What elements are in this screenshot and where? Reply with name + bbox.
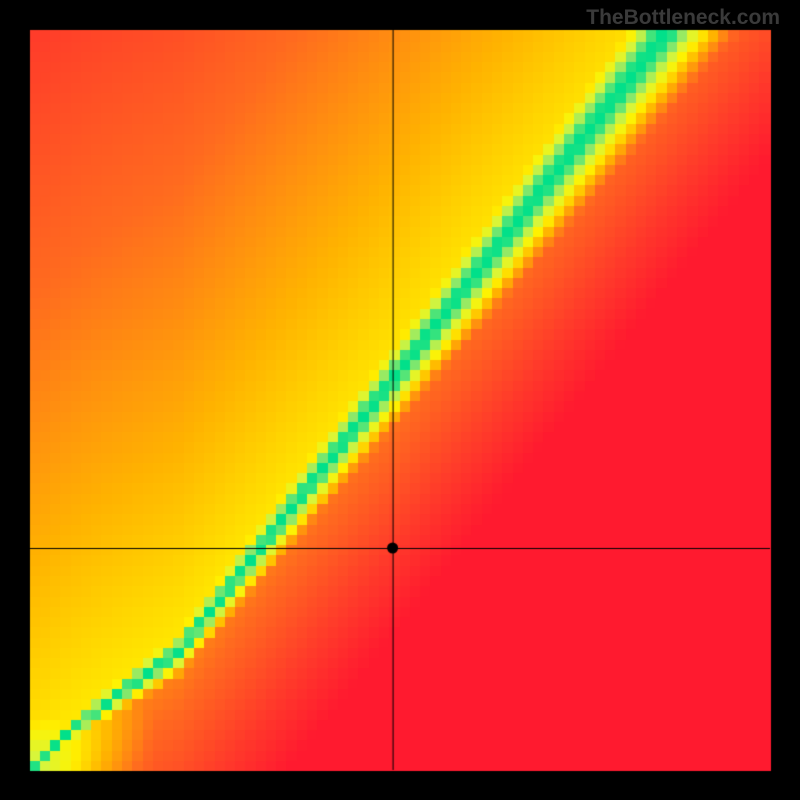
chart-frame: TheBottleneck.com [0,0,800,800]
watermark-text: TheBottleneck.com [586,6,780,30]
bottleneck-heatmap [0,0,800,800]
